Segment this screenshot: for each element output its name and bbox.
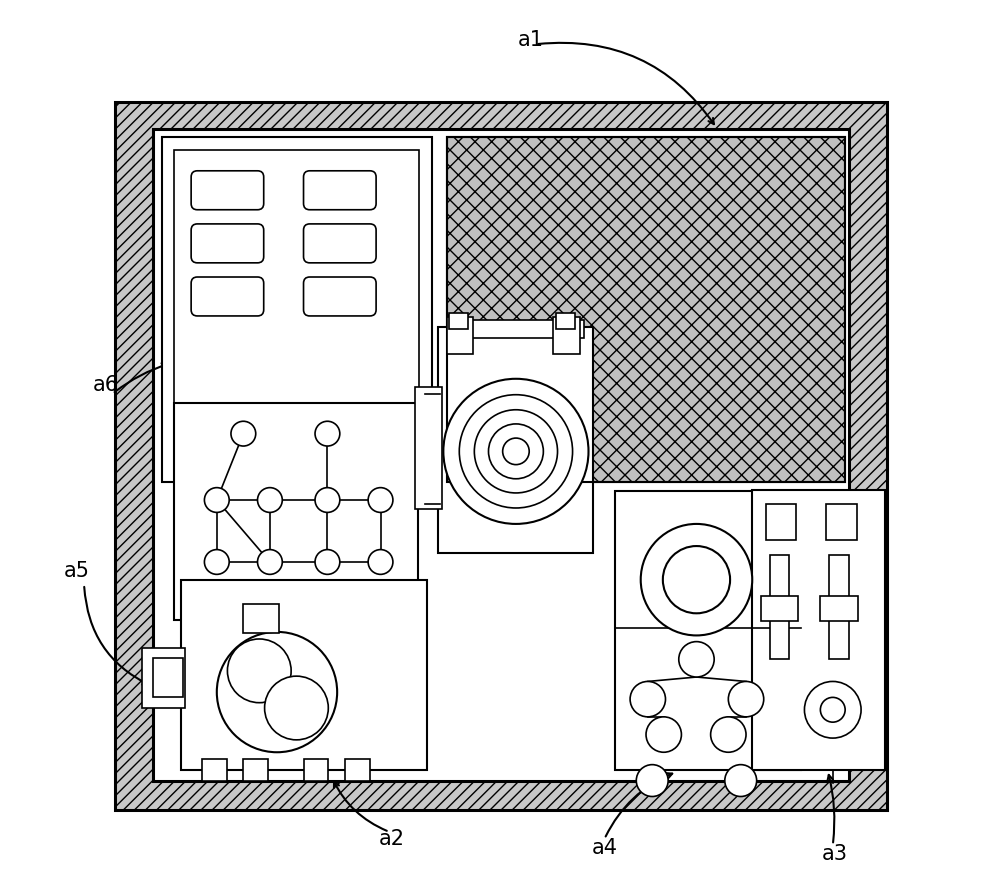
Text: a3: a3 bbox=[822, 844, 848, 864]
FancyBboxPatch shape bbox=[191, 277, 264, 316]
Circle shape bbox=[231, 421, 256, 446]
Bar bbox=[447, 137, 845, 482]
Bar bbox=[752, 490, 885, 770]
Circle shape bbox=[641, 524, 752, 635]
Bar bbox=[181, 580, 427, 770]
Circle shape bbox=[204, 550, 229, 574]
Circle shape bbox=[820, 697, 845, 722]
FancyBboxPatch shape bbox=[304, 224, 376, 263]
Circle shape bbox=[474, 410, 558, 493]
Circle shape bbox=[663, 546, 730, 613]
Bar bbox=[761, 596, 798, 621]
Circle shape bbox=[368, 488, 393, 512]
Circle shape bbox=[258, 488, 282, 512]
Circle shape bbox=[728, 681, 764, 717]
Circle shape bbox=[265, 676, 328, 740]
Bar bbox=[304, 759, 328, 781]
Bar bbox=[449, 313, 468, 329]
Circle shape bbox=[258, 550, 282, 574]
Circle shape bbox=[217, 632, 337, 752]
FancyBboxPatch shape bbox=[191, 171, 264, 210]
Text: a2: a2 bbox=[379, 829, 405, 849]
Circle shape bbox=[443, 379, 588, 524]
Circle shape bbox=[711, 717, 746, 752]
Circle shape bbox=[488, 424, 543, 479]
Bar bbox=[553, 317, 580, 354]
Bar bbox=[174, 403, 418, 620]
Text: a5: a5 bbox=[64, 561, 90, 581]
Bar bbox=[243, 604, 279, 633]
Bar bbox=[243, 759, 268, 781]
Bar bbox=[153, 129, 849, 781]
FancyBboxPatch shape bbox=[191, 224, 264, 263]
Text: a4: a4 bbox=[591, 838, 617, 858]
FancyBboxPatch shape bbox=[304, 171, 376, 210]
Bar bbox=[142, 648, 185, 708]
Bar bbox=[447, 317, 473, 354]
Bar bbox=[174, 150, 419, 471]
Bar bbox=[829, 555, 849, 659]
FancyBboxPatch shape bbox=[304, 277, 376, 316]
Circle shape bbox=[725, 765, 757, 796]
Circle shape bbox=[503, 438, 529, 465]
Bar bbox=[202, 759, 227, 781]
Bar bbox=[438, 327, 593, 553]
Circle shape bbox=[315, 421, 340, 446]
Bar bbox=[162, 137, 432, 482]
Circle shape bbox=[630, 681, 665, 717]
Circle shape bbox=[636, 765, 668, 796]
Bar bbox=[447, 137, 845, 482]
Circle shape bbox=[804, 681, 861, 738]
Bar bbox=[556, 313, 575, 329]
Circle shape bbox=[315, 488, 340, 512]
Text: a1: a1 bbox=[518, 30, 544, 50]
Bar bbox=[826, 504, 857, 540]
Circle shape bbox=[646, 717, 681, 752]
Bar bbox=[345, 759, 370, 781]
Bar bbox=[820, 596, 858, 621]
Circle shape bbox=[679, 642, 714, 677]
Bar bbox=[115, 102, 887, 810]
Circle shape bbox=[227, 639, 291, 703]
Bar bbox=[447, 320, 584, 338]
Circle shape bbox=[204, 488, 229, 512]
Bar bbox=[766, 504, 796, 540]
Bar bbox=[415, 387, 442, 509]
Bar bbox=[770, 555, 789, 659]
Circle shape bbox=[315, 550, 340, 574]
Circle shape bbox=[368, 550, 393, 574]
Circle shape bbox=[459, 395, 573, 508]
Bar bbox=[615, 491, 801, 770]
Bar bbox=[153, 658, 183, 697]
Text: a6: a6 bbox=[93, 375, 119, 395]
